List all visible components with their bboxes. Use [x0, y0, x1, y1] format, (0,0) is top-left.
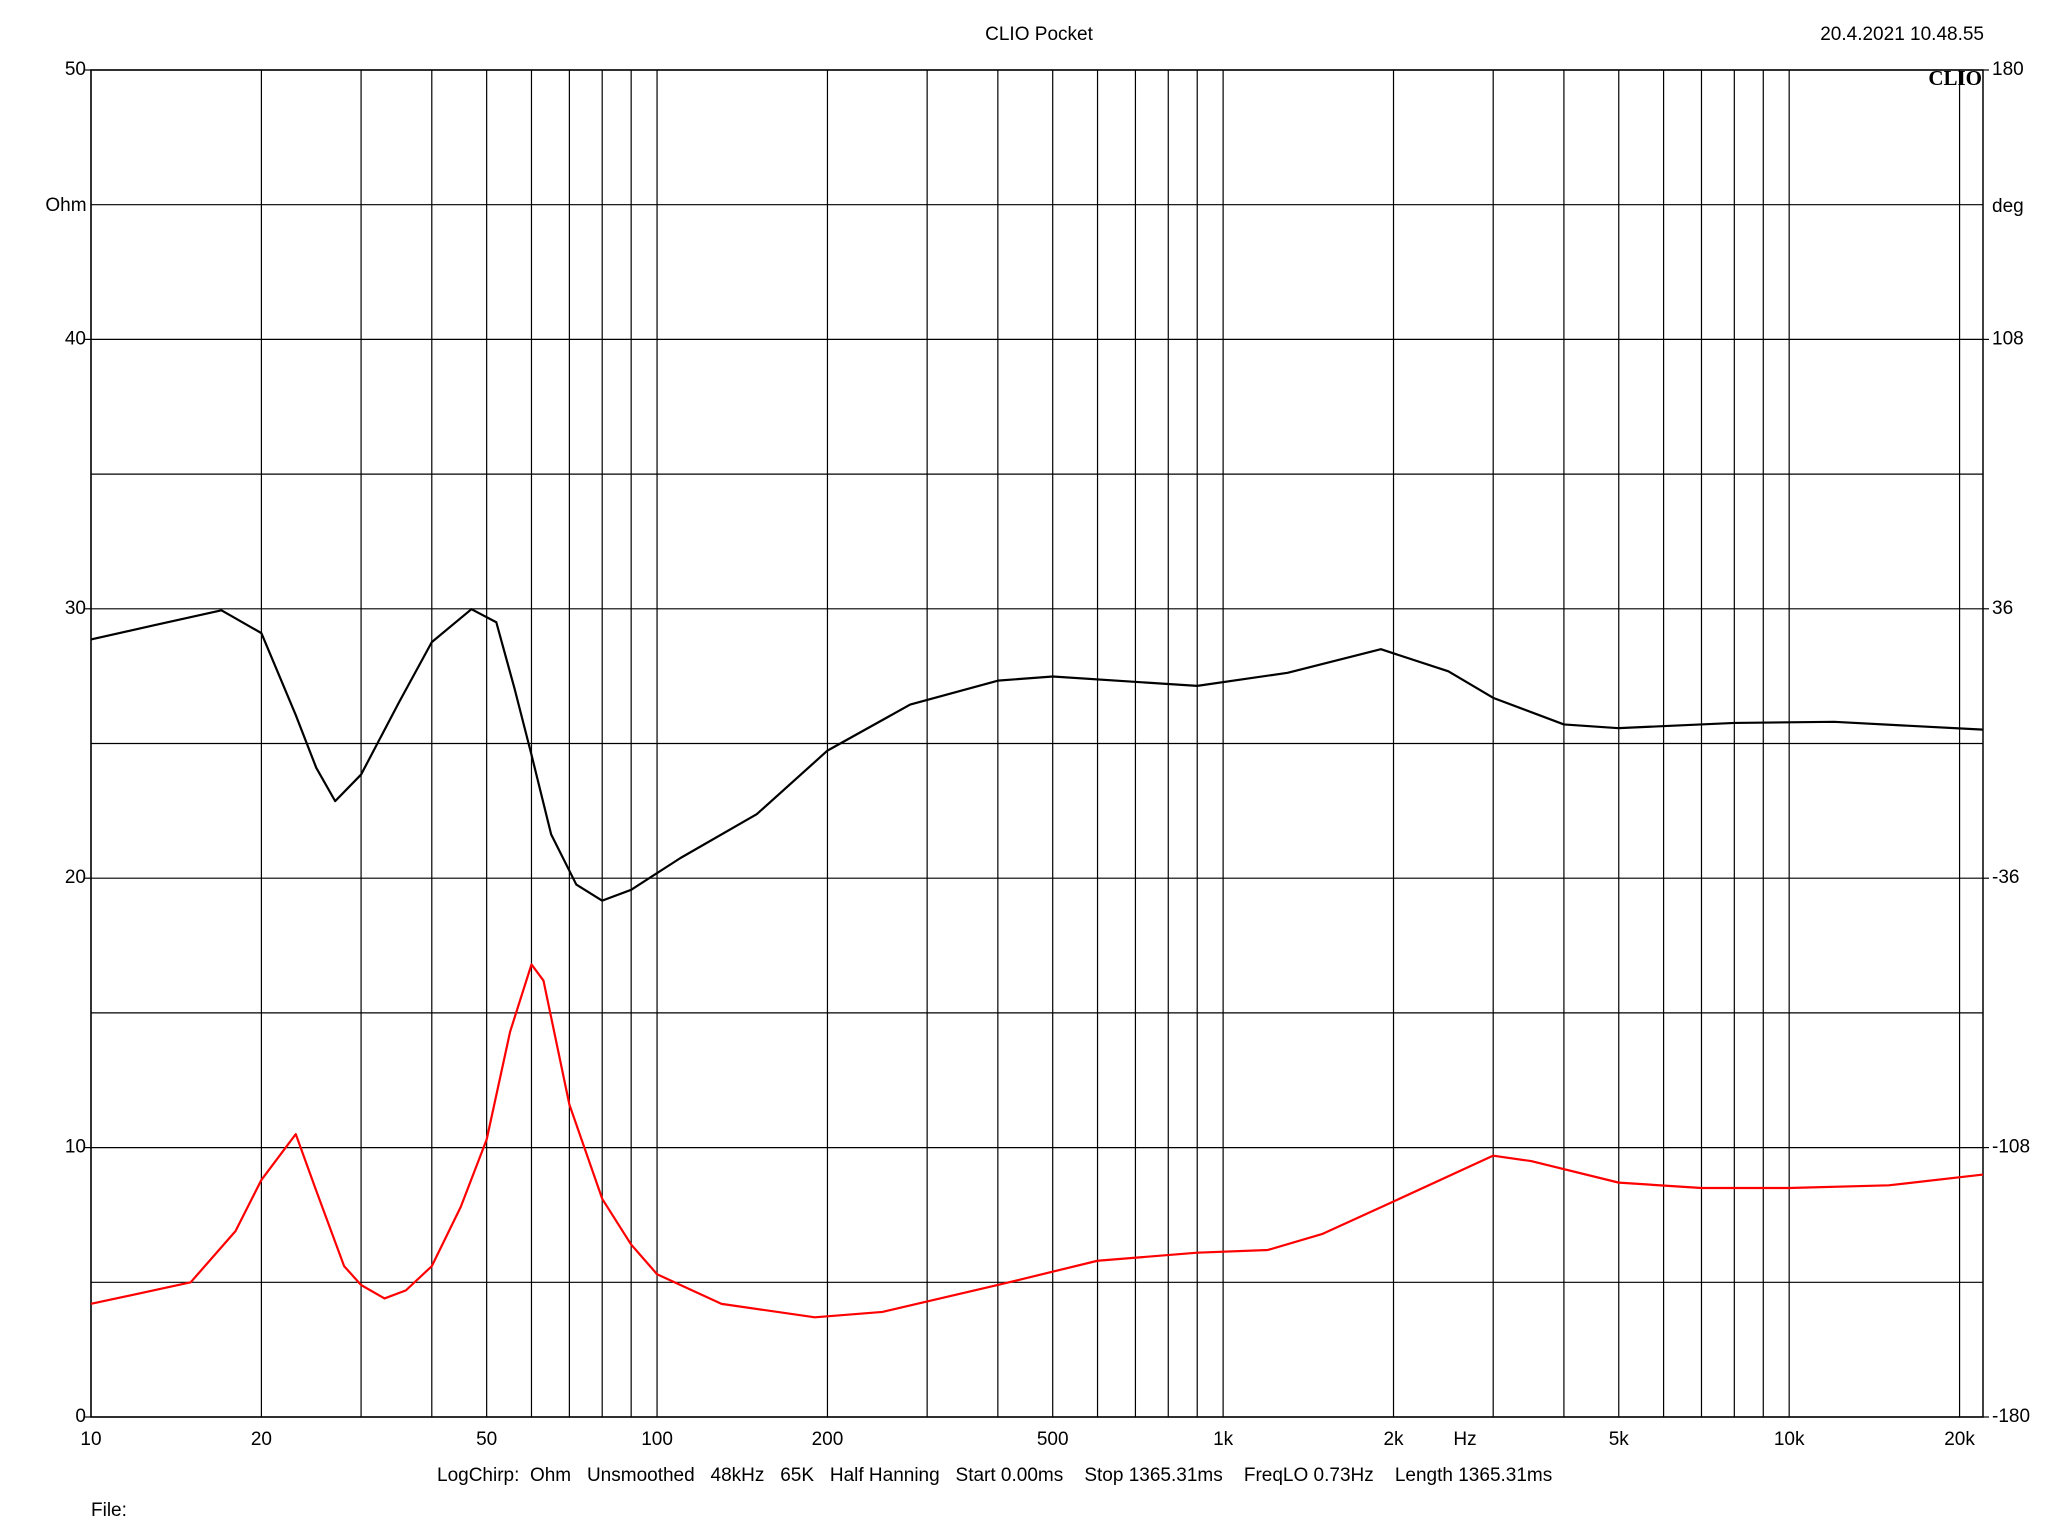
x-tick-label: 1k — [1213, 1429, 1234, 1450]
series-line — [90, 963, 1984, 1319]
y2-tick-label: -36 — [1992, 867, 2019, 888]
series-line — [90, 608, 1984, 902]
x-tick-label: 10k — [1774, 1429, 1805, 1450]
y2-tick-label: -108 — [1992, 1137, 2030, 1158]
file-label: File: — [91, 1500, 127, 1521]
y-tick-label: 20 — [65, 867, 86, 888]
x-tick-label: 100 — [641, 1429, 673, 1450]
x-axis-label: Hz — [1453, 1429, 1476, 1450]
footer: LogChirp: Ohm Unsmoothed 48kHz 65K Half … — [437, 1465, 1552, 1486]
x-tick-label: 50 — [476, 1429, 497, 1450]
y-tick-label: 50 — [65, 59, 86, 80]
x-tick-label: 10 — [80, 1429, 101, 1450]
x-tick-label: 5k — [1609, 1429, 1630, 1450]
x-tick-label: 20 — [251, 1429, 272, 1450]
y2-tick-label: -180 — [1992, 1406, 2030, 1427]
timestamp: 20.4.2021 10.48.55 — [1820, 24, 1984, 45]
y-axis-label: Ohm — [45, 195, 86, 216]
y2-axis-label: deg — [1992, 196, 2024, 217]
y-tick-label: 40 — [65, 328, 86, 349]
x-tick-label: 200 — [812, 1429, 844, 1450]
x-tick-label: 500 — [1037, 1429, 1069, 1450]
y-tick-label: 0 — [75, 1406, 86, 1427]
y-tick-label: 10 — [65, 1137, 86, 1158]
x-tick-label: 2k — [1383, 1429, 1404, 1450]
y2-tick-label: 36 — [1992, 598, 2013, 619]
y2-tick-label: 180 — [1992, 59, 2024, 80]
chart-title: CLIO Pocket — [985, 24, 1093, 45]
x-tick-label: 20k — [1944, 1429, 1975, 1450]
y-tick-label: 30 — [65, 598, 86, 619]
plot-frame — [90, 69, 1984, 1418]
y2-tick-label: 108 — [1992, 328, 2024, 349]
